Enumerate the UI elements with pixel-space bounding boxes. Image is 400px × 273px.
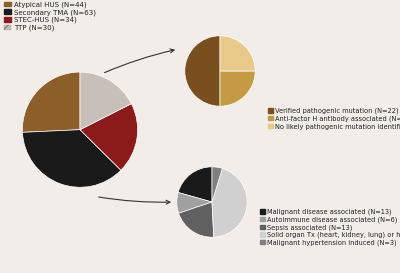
Legend: Atypical HUS (N=44), Secondary TMA (N=63), STEC-HUS (N=34), TTP (N=30): Atypical HUS (N=44), Secondary TMA (N=63… bbox=[4, 1, 96, 32]
Wedge shape bbox=[178, 167, 212, 202]
Wedge shape bbox=[177, 192, 212, 213]
Wedge shape bbox=[212, 168, 247, 237]
Wedge shape bbox=[22, 130, 121, 187]
Wedge shape bbox=[212, 167, 222, 202]
Wedge shape bbox=[185, 36, 220, 106]
Wedge shape bbox=[220, 71, 255, 106]
Legend: Malignant disease associated (N=13), Autoimmune disease associated (N=6), Sepsis: Malignant disease associated (N=13), Aut… bbox=[259, 208, 400, 247]
Legend: Verified pathogenic mutation (N=22), Anti-factor H antibody associated (N=11), N: Verified pathogenic mutation (N=22), Ant… bbox=[267, 107, 400, 130]
Wedge shape bbox=[220, 36, 255, 71]
Wedge shape bbox=[22, 72, 80, 132]
Wedge shape bbox=[179, 202, 214, 237]
Wedge shape bbox=[80, 72, 131, 130]
Wedge shape bbox=[80, 104, 138, 170]
